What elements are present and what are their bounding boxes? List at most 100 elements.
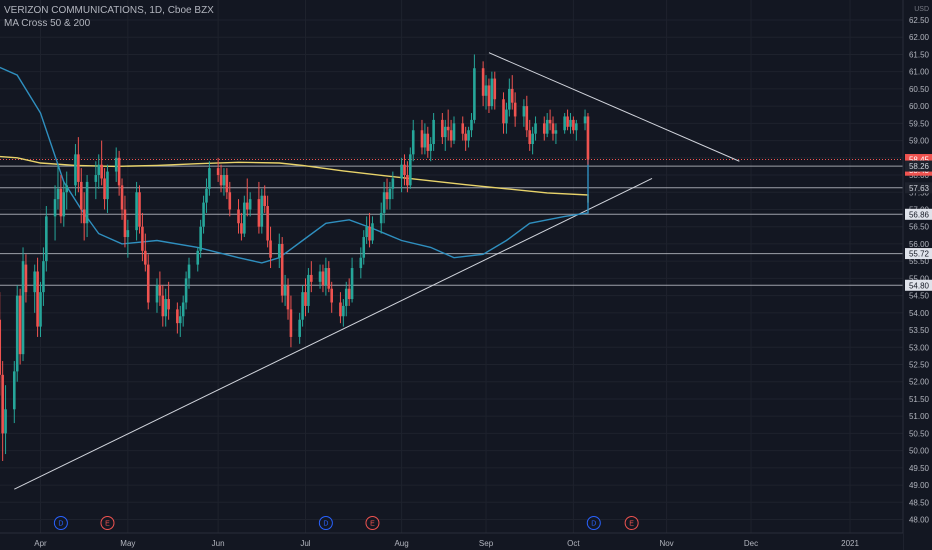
badge-bg [905,248,932,260]
grid-lines [0,0,903,533]
candle-145 [583,109,587,131]
candle-body [347,288,351,300]
candle-body [146,264,150,303]
price-tick-label-12: 54.00 [909,309,930,318]
candle-body [117,157,121,186]
candle-109 [432,113,435,151]
candle-body [257,199,261,227]
candle-body [481,68,485,96]
candle-26 [97,154,101,189]
badge-label: 54.80 [909,281,930,290]
price-tick-label-1: 48.50 [909,498,930,507]
candle-146 [586,113,590,165]
candle-body [513,102,517,117]
candle-30 [114,147,118,182]
candle-112 [446,109,450,141]
candle-body [542,123,546,134]
price-tick-label-4: 50.00 [909,447,930,456]
event-circle [586,516,601,530]
badge-bg [905,182,932,194]
candle-body [327,268,331,289]
candle-25 [94,161,98,200]
price-badge-2: 58.26 [905,160,932,172]
price-badge-4: 56.86 [905,208,932,220]
candle-7 [18,288,22,365]
event-circle [365,516,380,530]
candle-133 [531,126,534,155]
candle-body [310,274,313,282]
candle-body [248,199,252,210]
dividend-marker-0: D [53,516,68,530]
candle-60 [237,199,240,234]
candle-17 [59,175,63,224]
time-axis[interactable]: Apr May Jun Jul Aug Sep Oct Nov Dec 2021 [0,532,903,550]
candle-143 [572,116,575,134]
candle-body [77,154,80,182]
price-tick-label-9: 52.50 [909,361,930,370]
candle-123 [490,71,494,110]
candle-body [464,133,467,141]
candle-82 [324,257,328,296]
price-axis[interactable]: USD 48.00 48.50 49.00 49.50 50.00 50.50 51.00 51… [902,0,932,550]
price-tick-label-28: 62.00 [909,33,930,42]
price-tick-label-10: 53.00 [909,343,930,352]
candle-body [286,285,290,310]
candle-102 [406,161,409,193]
candle-15 [53,185,57,241]
candle-95 [379,202,383,234]
candle-56 [219,164,223,193]
month-label-3: Jul [300,539,310,548]
candle-body [510,88,514,103]
candle-body [452,123,456,141]
candle-90 [359,247,363,279]
candle-body [298,319,301,337]
badge-label: 58.45 [909,156,930,165]
candle-body [199,226,202,251]
candle-127 [508,78,511,117]
event-circle [53,516,68,530]
candle-77 [304,278,307,317]
candle-67 [263,185,267,213]
price-badge-3: 57.63 [905,182,932,194]
earnings-marker-3: E [365,516,380,530]
price-tick-label-5: 50.50 [909,429,930,438]
candle-body [65,185,69,193]
price-tick-label-15: 55.50 [909,257,930,266]
event-letter: D [58,521,63,528]
candle-body [228,192,232,210]
candle-body [263,195,267,207]
candle-20 [74,144,77,196]
candle-body [187,264,191,279]
candle-body [205,188,208,203]
candle-110 [441,113,444,145]
candle-53 [205,178,208,213]
candle-body [245,202,249,210]
candle-119 [473,54,476,124]
candle-132 [528,119,532,151]
candle-48 [184,271,188,310]
candle-body [548,119,552,124]
candle-body [423,133,427,148]
candle-116 [464,126,467,151]
candle-body [490,78,494,107]
candle-body [443,126,447,138]
candle-body [522,106,526,117]
candle-115 [461,116,465,141]
candle-body [196,250,200,265]
candle-body [426,133,430,151]
candle-body [155,285,159,303]
candle-body [461,123,465,134]
candle-body [508,88,511,110]
candle-138 [551,116,555,141]
candle-body [441,119,444,138]
horizontal-levels [0,159,903,286]
candle-body [79,181,83,210]
candle-body [62,192,66,217]
candle-23 [82,192,86,241]
resistance-trendline [488,52,740,162]
candle-body [176,309,179,324]
candle-body [531,133,534,145]
month-label-6: Oct [567,539,580,548]
candle-117 [467,126,470,148]
